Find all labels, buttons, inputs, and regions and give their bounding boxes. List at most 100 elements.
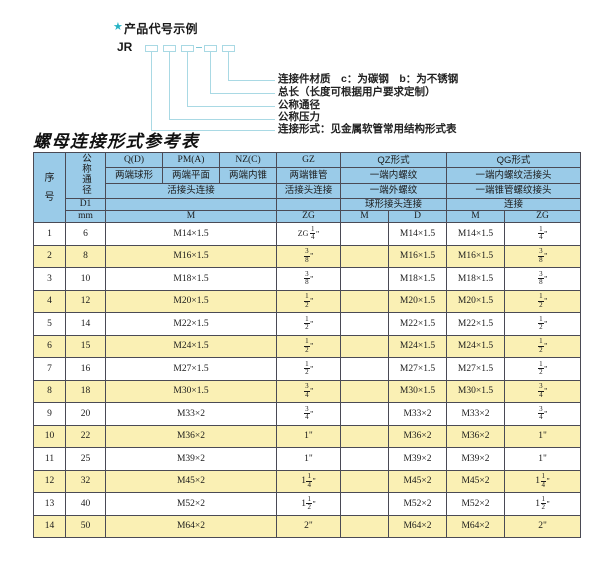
cell-thread-m: M27×1.5 — [105, 357, 277, 381]
cell-qz-d: M52×2 — [387, 492, 448, 516]
header-desc-pma: 两端平面 — [162, 167, 220, 184]
cell-qg-zg: 3 8 " — [504, 267, 582, 291]
cell-gz: 3 4 " — [276, 379, 341, 403]
table-header-row-desc: 两端球形 两端平面 两端内锥 两端锥管 一端内螺纹 一端内螺纹活接头 — [34, 167, 582, 184]
header-bore-unit: mm — [65, 210, 106, 223]
cell-index: 3 — [33, 267, 66, 291]
header-bore-d1: D1 — [65, 198, 106, 211]
cell-qz-m — [340, 334, 389, 358]
cell-qg-zg: 1 2 " — [504, 289, 582, 313]
cell-qz-m — [340, 469, 389, 493]
cell-qz-m — [340, 424, 389, 448]
cell-qg-zg: 3 4 " — [504, 402, 582, 426]
cell-qz-m — [340, 379, 389, 403]
cell-qg-m: M18×1.5 — [446, 267, 506, 291]
cell-gz: 1 2 " — [276, 357, 341, 381]
code-separator — [196, 47, 202, 49]
table-row: 6 15 M24×1.5 1 2 " M24×1.5 M24×1.5 1 2 " — [33, 334, 582, 358]
cell-bore: 22 — [65, 424, 106, 448]
cell-qg-zg: 1 1 2 " — [504, 492, 582, 516]
cell-bore: 40 — [65, 492, 106, 516]
cell-thread-m: M30×1.5 — [105, 379, 277, 403]
cell-thread-m: M18×1.5 — [105, 267, 277, 291]
table-header-row-codes: 序 号 公称通径 Q(D) PM(A) NZ(C) GZ QZ形式 QG形式 — [33, 151, 582, 223]
cell-qg-m: M39×2 — [446, 447, 506, 471]
cell-qz-d: M27×1.5 — [387, 357, 448, 381]
cell-index: 14 — [33, 514, 66, 538]
product-code-legend: ★ 产品代号示例 JR 连接件材质 c：为碳钢 b：为不锈钢 总长（长度可根据用… — [0, 0, 600, 135]
cell-index: 5 — [33, 312, 66, 336]
cell-gz: 1 2 " — [276, 334, 341, 358]
header-desc-nzc: 两端内锥 — [219, 167, 277, 184]
cell-qz-d: M24×1.5 — [387, 334, 448, 358]
cell-gz: 1" — [276, 447, 341, 471]
cell-bore: 32 — [65, 469, 106, 493]
table-row: 12 32 M45×2 1 1 4 " M45×2 M45×2 1 1 4 " — [33, 469, 582, 493]
cell-bore: 6 — [65, 222, 106, 246]
cell-thread-m: M33×2 — [105, 402, 277, 426]
cell-index: 11 — [33, 447, 66, 471]
leader-line-bore-horizontal — [187, 106, 275, 108]
cell-qz-d: M14×1.5 — [387, 222, 448, 246]
header-desc-qz: 一端内螺纹 — [339, 167, 448, 184]
cell-qg-m: M33×2 — [446, 402, 506, 426]
cell-thread-m: M20×1.5 — [105, 289, 277, 313]
cell-index: 9 — [33, 402, 66, 426]
cell-qz-d: M39×2 — [387, 447, 448, 471]
cell-qz-m — [340, 492, 389, 516]
legend-label-connection: 连接形式：见金属软管常用结构形式表 — [278, 123, 457, 135]
cell-thread-m: M45×2 — [105, 469, 277, 493]
cell-qg-m: M52×2 — [446, 492, 506, 516]
table-header-row-units: mm M ZG M D M ZG — [34, 210, 582, 223]
leader-line-pressure-vertical — [169, 52, 171, 119]
cell-qg-m: M27×1.5 — [446, 357, 506, 381]
cell-qz-m — [340, 222, 389, 246]
leader-line-material-vertical — [228, 52, 230, 80]
cell-qg-m: M24×1.5 — [446, 334, 506, 358]
cell-qg-zg: 1 2 " — [504, 312, 582, 336]
cell-qg-m: M20×1.5 — [446, 289, 506, 313]
cell-gz: 1 2 " — [276, 289, 341, 313]
table-row: 1 6 M14×1.5 ZG 1 4 " M14×1.5 M14×1.5 1 4 " — [33, 222, 582, 246]
cell-thread-m: M24×1.5 — [105, 334, 277, 358]
cell-qz-m — [340, 447, 389, 471]
cell-qg-zg: 1 2 " — [504, 357, 582, 381]
cell-qz-d: M45×2 — [387, 469, 448, 493]
header-thread-zg-gz: ZG — [276, 210, 341, 223]
cell-bore: 20 — [65, 402, 106, 426]
leader-line-material-horizontal — [228, 80, 275, 82]
cell-bore: 25 — [65, 447, 106, 471]
table-row: 3 10 M18×1.5 3 8 " M18×1.5 M18×1.5 3 8 " — [33, 267, 582, 291]
table-row: 8 18 M30×1.5 3 4 " M30×1.5 M30×1.5 3 4 " — [33, 379, 582, 403]
cell-qg-m: M14×1.5 — [446, 222, 506, 246]
cell-qz-m — [340, 357, 389, 381]
code-dash-5 — [222, 45, 235, 52]
leader-line-connection-horizontal — [151, 130, 275, 132]
cell-thread-m: M64×2 — [105, 514, 277, 538]
cell-qz-d: M18×1.5 — [387, 267, 448, 291]
cell-qg-zg: 1 1 4 " — [504, 469, 582, 493]
table-row: 7 16 M27×1.5 1 2 " M27×1.5 M27×1.5 1 2 " — [33, 357, 582, 381]
cell-bore: 8 — [65, 244, 106, 268]
code-dash-1 — [145, 45, 158, 52]
cell-qz-m — [340, 402, 389, 426]
header-group-qd: Q(D) — [105, 151, 163, 169]
header-union-qpmnz: 活接头连接 — [105, 182, 277, 200]
leader-line-length-horizontal — [210, 93, 275, 95]
cell-thread-m: M22×1.5 — [105, 312, 277, 336]
code-dash-2 — [163, 45, 176, 52]
code-dash-4 — [204, 45, 217, 52]
cell-qg-zg: 1 2 " — [504, 334, 582, 358]
cell-qg-zg: 3 4 " — [504, 379, 582, 403]
cell-index: 2 — [33, 244, 66, 268]
header-desc-gz: 两端锥管 — [276, 167, 341, 184]
cell-qz-m — [340, 244, 389, 268]
cell-index: 1 — [33, 222, 66, 246]
cell-thread-m: M36×2 — [105, 424, 277, 448]
header-thread-zg-qg: ZG — [504, 210, 582, 223]
table-row: 4 12 M20×1.5 1 2 " M20×1.5 M20×1.5 1 2 " — [33, 289, 582, 313]
table-row: 2 8 M16×1.5 3 8 " M16×1.5 M16×1.5 3 8 " — [33, 244, 582, 268]
header-thread-m-qpmnz: M — [105, 210, 277, 223]
cell-index: 4 — [33, 289, 66, 313]
header-group-qz: QZ形式 — [339, 151, 448, 169]
